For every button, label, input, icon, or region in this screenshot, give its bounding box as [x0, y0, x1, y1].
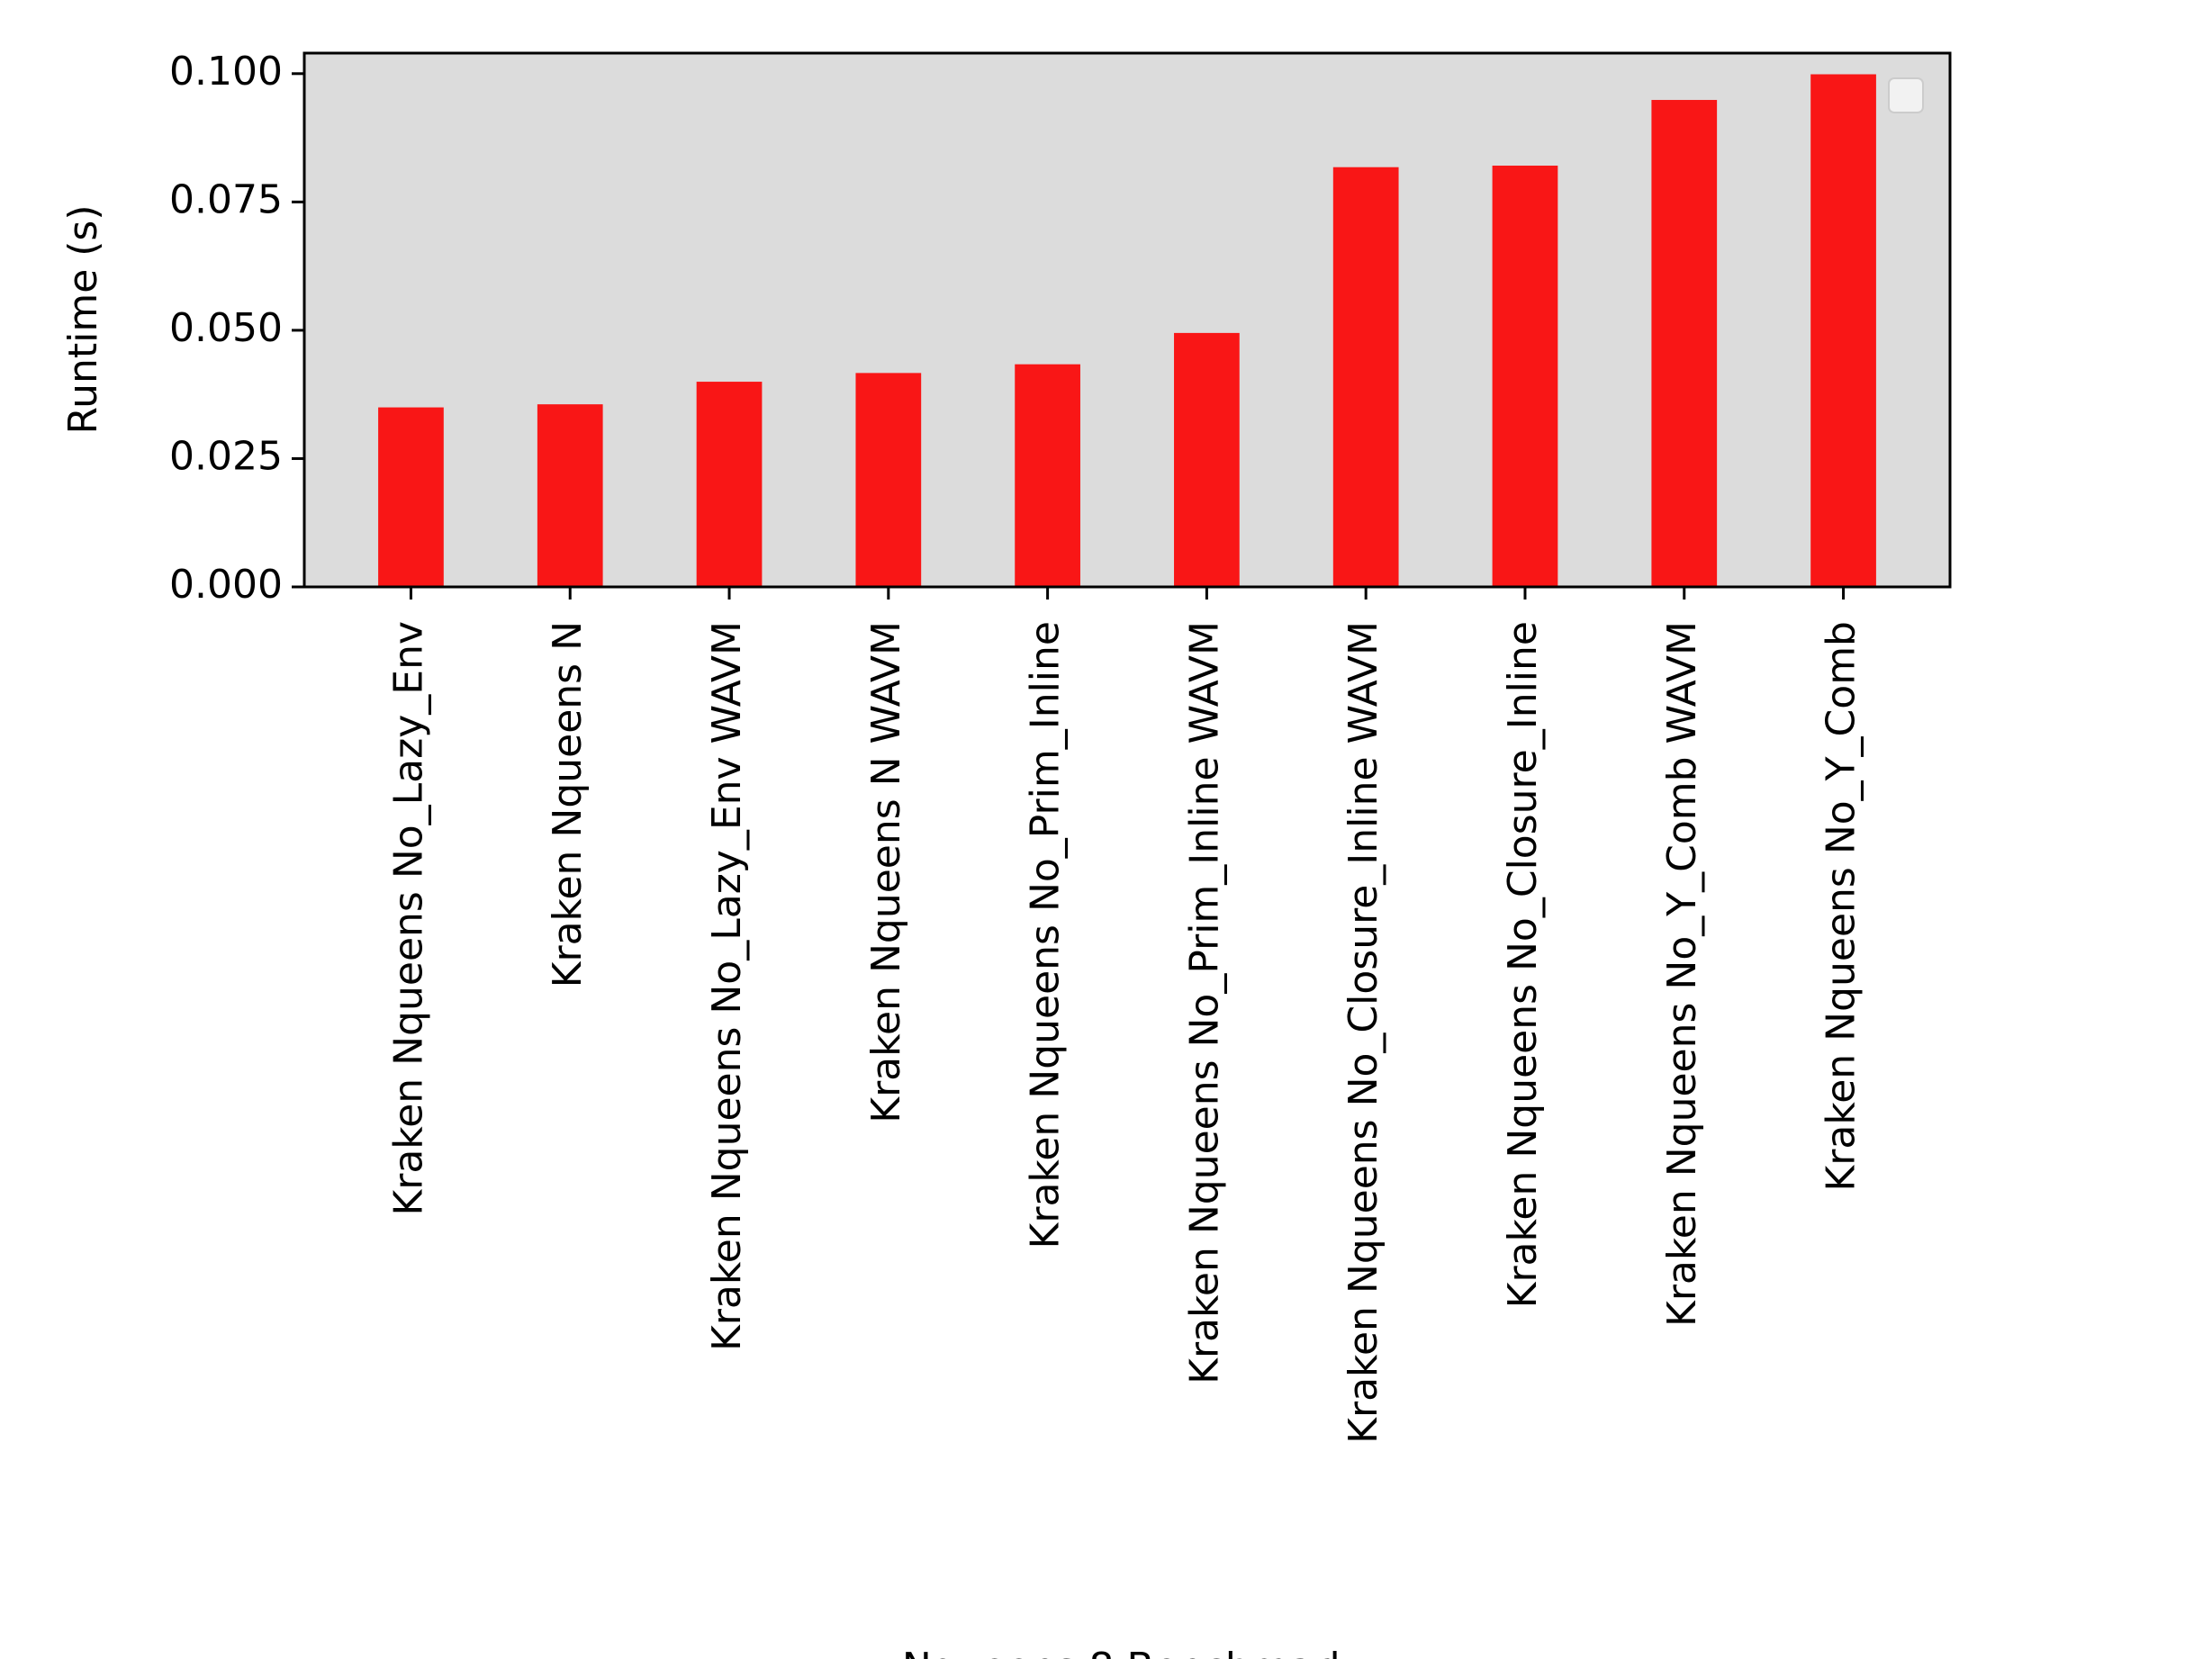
y-tick-label: 0.100: [169, 49, 283, 95]
bar: [1651, 100, 1718, 588]
bar: [1810, 74, 1876, 589]
y-tick-label: 0.050: [169, 305, 283, 351]
bar: [1492, 166, 1558, 588]
bar: [537, 404, 603, 588]
bar: [1332, 167, 1399, 588]
axes-frame: [302, 51, 1952, 589]
x-tick-label: Kraken Nqueens N: [545, 621, 591, 987]
bar: [1015, 364, 1080, 588]
y-tick-label: 0.000: [169, 562, 283, 608]
bar: [378, 407, 444, 589]
x-tick-label: Kraken Nqueens No_Y_Comb: [1819, 621, 1864, 1192]
x-axis-label: Nqueens 8 Benchmark: [902, 1645, 1353, 1659]
bar: [696, 382, 763, 589]
bar: [855, 373, 922, 588]
x-tick-label: Kraken Nqueens No_Lazy_Env: [385, 621, 431, 1216]
x-tick-label: Kraken Nqueens No_Y_Comb WAVM: [1659, 621, 1705, 1327]
legend-box: [1888, 77, 1924, 113]
x-tick-label: Kraken Nqueens No_Lazy_Env WAVM: [704, 621, 750, 1351]
y-axis-label: Runtime (s): [60, 204, 106, 434]
x-tick-label: Kraken Nqueens N WAVM: [863, 621, 909, 1123]
x-tick-label: Kraken Nqueens No_Prim_Inline WAVM: [1181, 621, 1227, 1384]
bar: [1174, 332, 1240, 588]
x-tick-label: Kraken Nqueens No_Closure_Inline WAVM: [1341, 621, 1386, 1444]
y-tick-label: 0.075: [169, 176, 283, 222]
x-tick-label: Kraken Nqueens No_Prim_Inline: [1023, 621, 1069, 1249]
y-tick-label: 0.025: [169, 433, 283, 479]
x-tick-label: Kraken Nqueens No_Closure_Inline: [1500, 621, 1546, 1308]
